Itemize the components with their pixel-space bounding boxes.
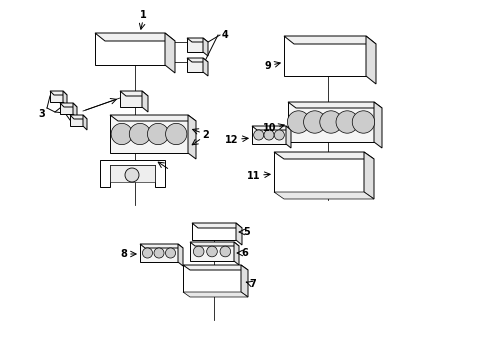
Polygon shape xyxy=(95,33,165,65)
Polygon shape xyxy=(241,265,248,297)
Circle shape xyxy=(336,111,358,133)
Text: 3: 3 xyxy=(38,109,45,119)
Polygon shape xyxy=(374,102,382,148)
Polygon shape xyxy=(274,192,374,199)
Text: 4: 4 xyxy=(222,30,229,40)
Polygon shape xyxy=(110,165,155,182)
Polygon shape xyxy=(252,126,286,144)
Polygon shape xyxy=(284,36,366,76)
Circle shape xyxy=(166,248,175,258)
Text: 7: 7 xyxy=(249,279,256,289)
Polygon shape xyxy=(192,223,236,240)
Polygon shape xyxy=(142,91,148,112)
Polygon shape xyxy=(100,160,165,187)
Text: 6: 6 xyxy=(241,248,248,258)
Polygon shape xyxy=(366,36,376,84)
Polygon shape xyxy=(120,91,148,96)
Circle shape xyxy=(125,168,139,182)
Circle shape xyxy=(207,246,218,257)
Polygon shape xyxy=(50,91,63,102)
Polygon shape xyxy=(203,38,208,56)
Circle shape xyxy=(320,111,342,133)
Polygon shape xyxy=(203,58,208,76)
Polygon shape xyxy=(60,103,77,107)
Text: 11: 11 xyxy=(246,171,260,181)
Polygon shape xyxy=(192,223,242,228)
Polygon shape xyxy=(183,292,248,297)
Polygon shape xyxy=(364,152,374,199)
Polygon shape xyxy=(50,91,67,95)
Polygon shape xyxy=(110,115,188,153)
Polygon shape xyxy=(187,58,208,62)
Text: 8: 8 xyxy=(120,249,127,259)
Circle shape xyxy=(352,111,375,133)
Polygon shape xyxy=(286,126,291,148)
Circle shape xyxy=(254,130,264,140)
Polygon shape xyxy=(274,152,364,192)
Polygon shape xyxy=(234,242,239,265)
Polygon shape xyxy=(63,91,67,106)
Polygon shape xyxy=(83,115,87,130)
Circle shape xyxy=(166,123,187,145)
Polygon shape xyxy=(183,265,248,270)
Polygon shape xyxy=(274,152,374,159)
Circle shape xyxy=(147,123,169,145)
Polygon shape xyxy=(70,115,83,126)
Polygon shape xyxy=(165,33,175,73)
Text: 9: 9 xyxy=(264,61,271,71)
Circle shape xyxy=(220,246,231,257)
Text: 1: 1 xyxy=(140,10,147,20)
Circle shape xyxy=(111,123,132,145)
Circle shape xyxy=(194,246,204,257)
Polygon shape xyxy=(110,115,196,121)
Polygon shape xyxy=(236,223,242,245)
Circle shape xyxy=(287,111,310,133)
Polygon shape xyxy=(140,244,183,248)
Polygon shape xyxy=(187,38,208,42)
Text: 2: 2 xyxy=(202,130,209,140)
Polygon shape xyxy=(60,103,73,114)
Polygon shape xyxy=(120,91,142,107)
Polygon shape xyxy=(188,115,196,159)
Polygon shape xyxy=(70,115,87,119)
Circle shape xyxy=(154,248,164,258)
Text: 10: 10 xyxy=(263,123,276,133)
Polygon shape xyxy=(187,58,203,72)
Circle shape xyxy=(264,130,274,140)
Polygon shape xyxy=(288,102,382,108)
Circle shape xyxy=(129,123,150,145)
Circle shape xyxy=(304,111,326,133)
Polygon shape xyxy=(183,265,241,292)
Circle shape xyxy=(274,130,284,140)
Polygon shape xyxy=(288,102,374,142)
Polygon shape xyxy=(252,126,291,130)
Text: 5: 5 xyxy=(243,227,250,237)
Polygon shape xyxy=(178,244,183,266)
Polygon shape xyxy=(73,103,77,118)
Polygon shape xyxy=(284,36,376,44)
Circle shape xyxy=(143,248,152,258)
Text: 12: 12 xyxy=(224,135,238,145)
Polygon shape xyxy=(190,242,234,261)
Polygon shape xyxy=(190,242,239,246)
Polygon shape xyxy=(95,33,175,41)
Polygon shape xyxy=(140,244,178,262)
Polygon shape xyxy=(187,38,203,52)
